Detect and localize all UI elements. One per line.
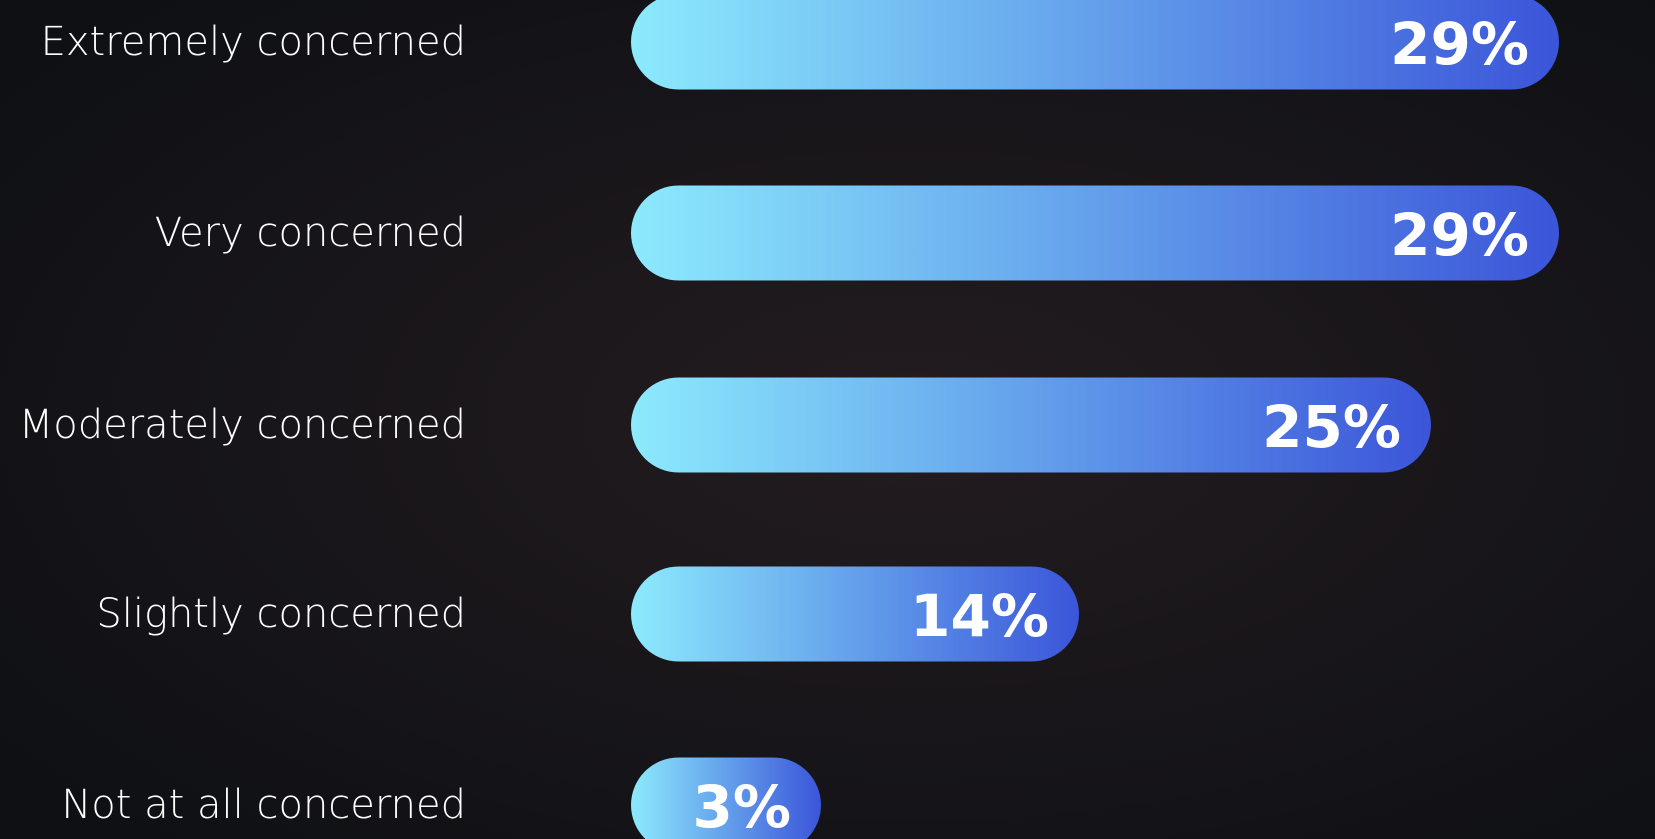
value-label: 25% bbox=[1262, 393, 1401, 461]
category-label: Moderately concerned bbox=[19, 402, 466, 448]
category-label: Slightly concerned bbox=[96, 591, 466, 637]
value-label: 29% bbox=[1390, 201, 1529, 269]
category-label: Extremely concerned bbox=[41, 19, 466, 65]
value-label: 14% bbox=[910, 582, 1049, 650]
value-label: 3% bbox=[693, 773, 791, 839]
page: {"chart_data": {"type": "bar", "orientat… bbox=[0, 0, 1655, 839]
category-label: Not at all concerned bbox=[61, 782, 466, 828]
chart: Extremely concerned 29% Very concerned 29% M… bbox=[0, 0, 1655, 839]
category-label: Very concerned bbox=[155, 210, 466, 256]
value-label: 29% bbox=[1390, 10, 1529, 78]
